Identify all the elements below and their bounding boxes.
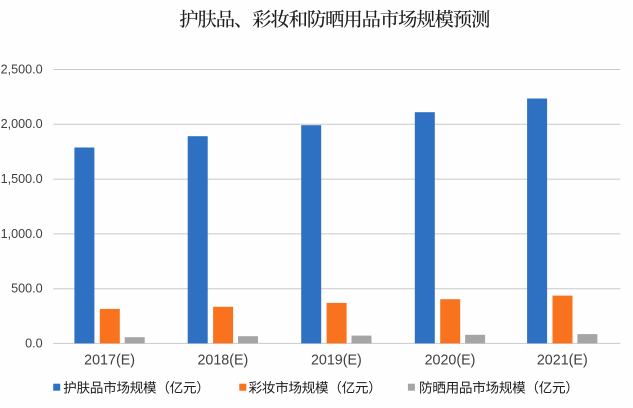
- svg-text:2019(E): 2019(E): [311, 353, 362, 369]
- svg-text:2,500.0: 2,500.0: [1, 62, 43, 76]
- svg-text:2,000.0: 2,000.0: [1, 117, 43, 131]
- svg-text:2020(E): 2020(E): [425, 353, 476, 369]
- svg-text:2017(E): 2017(E): [84, 353, 135, 369]
- svg-text:1,000.0: 1,000.0: [1, 227, 43, 241]
- svg-text:2018(E): 2018(E): [197, 353, 248, 369]
- svg-text:500.0: 500.0: [11, 282, 43, 296]
- svg-text:2021(E): 2021(E): [537, 353, 588, 369]
- svg-text:0.0: 0.0: [25, 336, 43, 350]
- svg-text:1,500.0: 1,500.0: [1, 172, 43, 186]
